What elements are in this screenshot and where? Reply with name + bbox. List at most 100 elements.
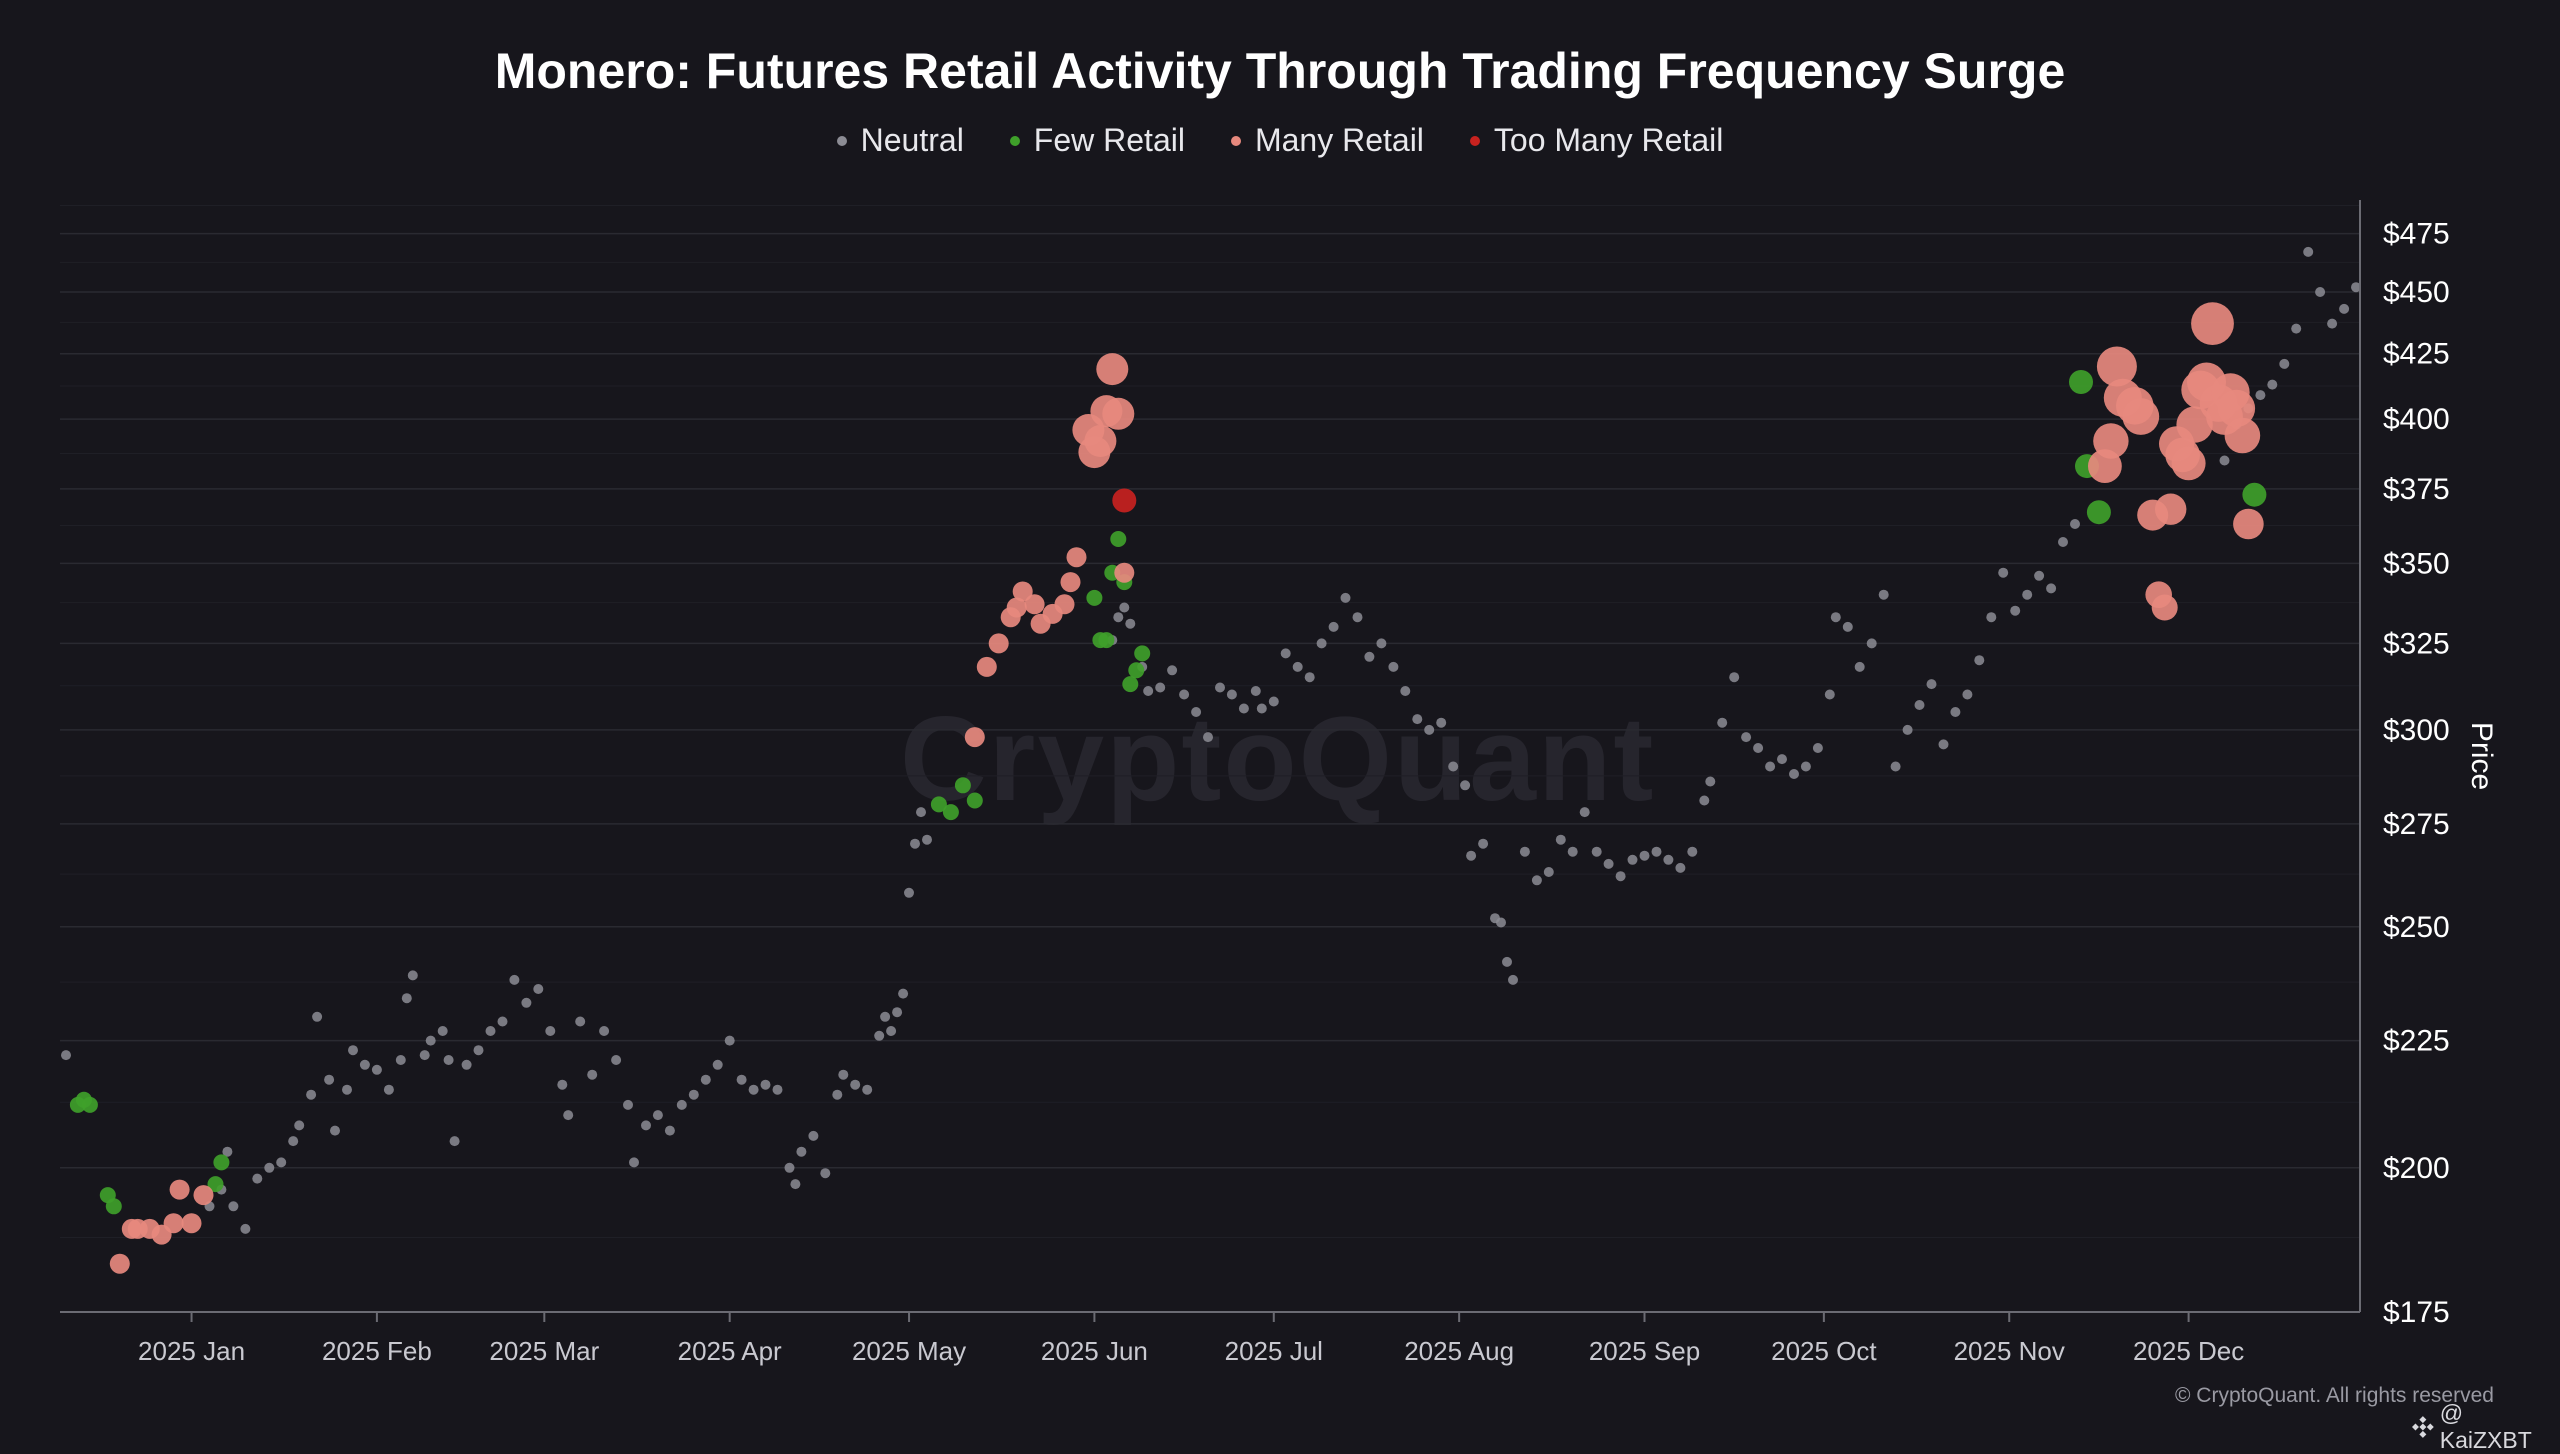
data-point-neutral xyxy=(1203,732,1213,743)
data-point-neutral xyxy=(2327,318,2338,329)
data-point-neutral xyxy=(395,1055,406,1065)
data-point-neutral xyxy=(2255,390,2266,401)
data-point-neutral xyxy=(1226,689,1237,700)
y-tick-label: $200 xyxy=(2383,1152,2450,1185)
y-tick-label: $350 xyxy=(2383,547,2450,580)
data-point-neutral xyxy=(1998,567,2009,578)
data-point-neutral xyxy=(563,1110,574,1121)
data-point-neutral xyxy=(1986,612,1997,623)
legend-item-neutral[interactable]: Neutral xyxy=(836,122,964,159)
data-point-neutral xyxy=(1699,795,1710,806)
y-tick-label: $325 xyxy=(2383,627,2450,660)
data-point-neutral xyxy=(521,997,532,1008)
data-point-many-retail xyxy=(964,727,985,748)
data-point-neutral xyxy=(724,1035,735,1046)
data-point-neutral xyxy=(1376,638,1387,649)
data-point-few-retail xyxy=(105,1198,122,1215)
data-point-neutral xyxy=(2010,605,2021,616)
data-point-neutral xyxy=(2046,583,2057,594)
data-point-neutral xyxy=(1615,871,1626,882)
binance-diamond-icon xyxy=(2412,1416,2434,1438)
data-point-neutral xyxy=(485,1026,496,1036)
data-point-neutral xyxy=(1478,838,1489,849)
data-point-neutral xyxy=(425,1035,436,1046)
data-point-neutral xyxy=(2303,246,2314,257)
axes: $175 $200 $225 $250 $275 $300 $325 $350 $375 $400… xyxy=(60,200,2450,1366)
data-point-neutral xyxy=(1603,858,1614,869)
data-point-neutral xyxy=(1119,602,1130,613)
data-point-neutral xyxy=(1502,956,1512,967)
data-point-neutral xyxy=(1555,834,1566,845)
data-point-many-retail xyxy=(109,1253,130,1274)
data-point-neutral xyxy=(324,1074,335,1085)
data-point-neutral xyxy=(276,1157,287,1168)
x-tick-label: 2025 Mar xyxy=(489,1336,599,1366)
data-point-neutral xyxy=(1687,846,1698,857)
data-point-neutral xyxy=(1328,621,1339,632)
data-point-neutral xyxy=(294,1120,305,1131)
data-point-many-retail xyxy=(2122,398,2160,435)
data-point-neutral xyxy=(676,1099,687,1110)
data-point-many-retail xyxy=(1084,425,1117,457)
x-tick-label: 2025 Aug xyxy=(1404,1336,1514,1366)
legend-dot-neutral xyxy=(836,135,847,146)
data-point-neutral xyxy=(1579,807,1590,818)
legend-item-too-many-retail[interactable]: Too Many Retail xyxy=(1469,122,1724,159)
data-point-neutral xyxy=(910,838,920,849)
data-point-few-retail xyxy=(207,1176,224,1193)
data-point-neutral xyxy=(1705,776,1716,787)
data-point-neutral xyxy=(1741,732,1752,743)
data-point-neutral xyxy=(832,1089,843,1100)
data-point-neutral xyxy=(1591,846,1602,857)
data-point-neutral xyxy=(1215,682,1225,693)
data-point-neutral xyxy=(1424,724,1435,735)
data-point-many-retail xyxy=(2217,389,2256,428)
data-point-few-retail xyxy=(1098,632,1115,649)
data-point-neutral xyxy=(2219,455,2230,466)
author-handle: @ KaiZXBT xyxy=(2412,1400,2560,1454)
data-point-neutral xyxy=(1651,846,1662,857)
data-point-neutral xyxy=(2339,303,2350,314)
data-point-neutral xyxy=(1400,686,1411,696)
y-tick-label: $225 xyxy=(2383,1025,2450,1058)
data-point-neutral xyxy=(736,1074,747,1085)
gridlines xyxy=(60,205,2360,1313)
data-point-neutral xyxy=(652,1110,663,1121)
legend-dot-too-many-retail xyxy=(1469,135,1480,146)
data-point-neutral xyxy=(808,1130,819,1141)
data-point-neutral xyxy=(1926,679,1937,690)
data-point-neutral xyxy=(1268,696,1279,707)
data-point-many-retail xyxy=(2224,417,2261,454)
legend-item-many-retail[interactable]: Many Retail xyxy=(1230,122,1424,159)
x-tick-label: 2025 Sep xyxy=(1589,1336,1700,1366)
data-point-neutral xyxy=(1292,661,1303,672)
data-point-many-retail xyxy=(1066,547,1087,568)
data-point-few-retail xyxy=(966,792,983,809)
legend-label-too-many-retail: Too Many Retail xyxy=(1493,122,1724,158)
data-point-neutral xyxy=(371,1064,382,1075)
data-point-neutral xyxy=(401,993,412,1004)
data-point-neutral xyxy=(1519,846,1530,857)
data-point-many-retail xyxy=(1006,597,1027,618)
data-point-neutral xyxy=(1113,612,1124,623)
data-point-many-retail xyxy=(1102,397,1135,430)
data-point-neutral xyxy=(1830,612,1841,623)
data-point-many-retail xyxy=(1012,581,1033,602)
legend-label-neutral: Neutral xyxy=(860,122,964,158)
data-point-neutral xyxy=(342,1084,352,1095)
legend-item-few-retail[interactable]: Few Retail xyxy=(1009,122,1185,159)
data-point-neutral xyxy=(2315,287,2326,297)
data-point-neutral xyxy=(419,1050,430,1061)
data-point-neutral xyxy=(461,1059,472,1070)
data-points xyxy=(61,246,2361,1274)
data-point-neutral xyxy=(312,1011,323,1022)
data-point-neutral xyxy=(1639,850,1650,861)
data-point-few-retail xyxy=(2086,500,2111,525)
data-point-many-retail xyxy=(1060,572,1081,593)
data-point-neutral xyxy=(1663,854,1674,865)
y-axis-label: Price xyxy=(2465,722,2498,790)
data-point-neutral xyxy=(1531,875,1542,886)
x-tick-label: 2025 Jul xyxy=(1225,1336,1323,1366)
data-point-too-many-retail xyxy=(1112,488,1137,513)
data-point-neutral xyxy=(1854,661,1865,672)
